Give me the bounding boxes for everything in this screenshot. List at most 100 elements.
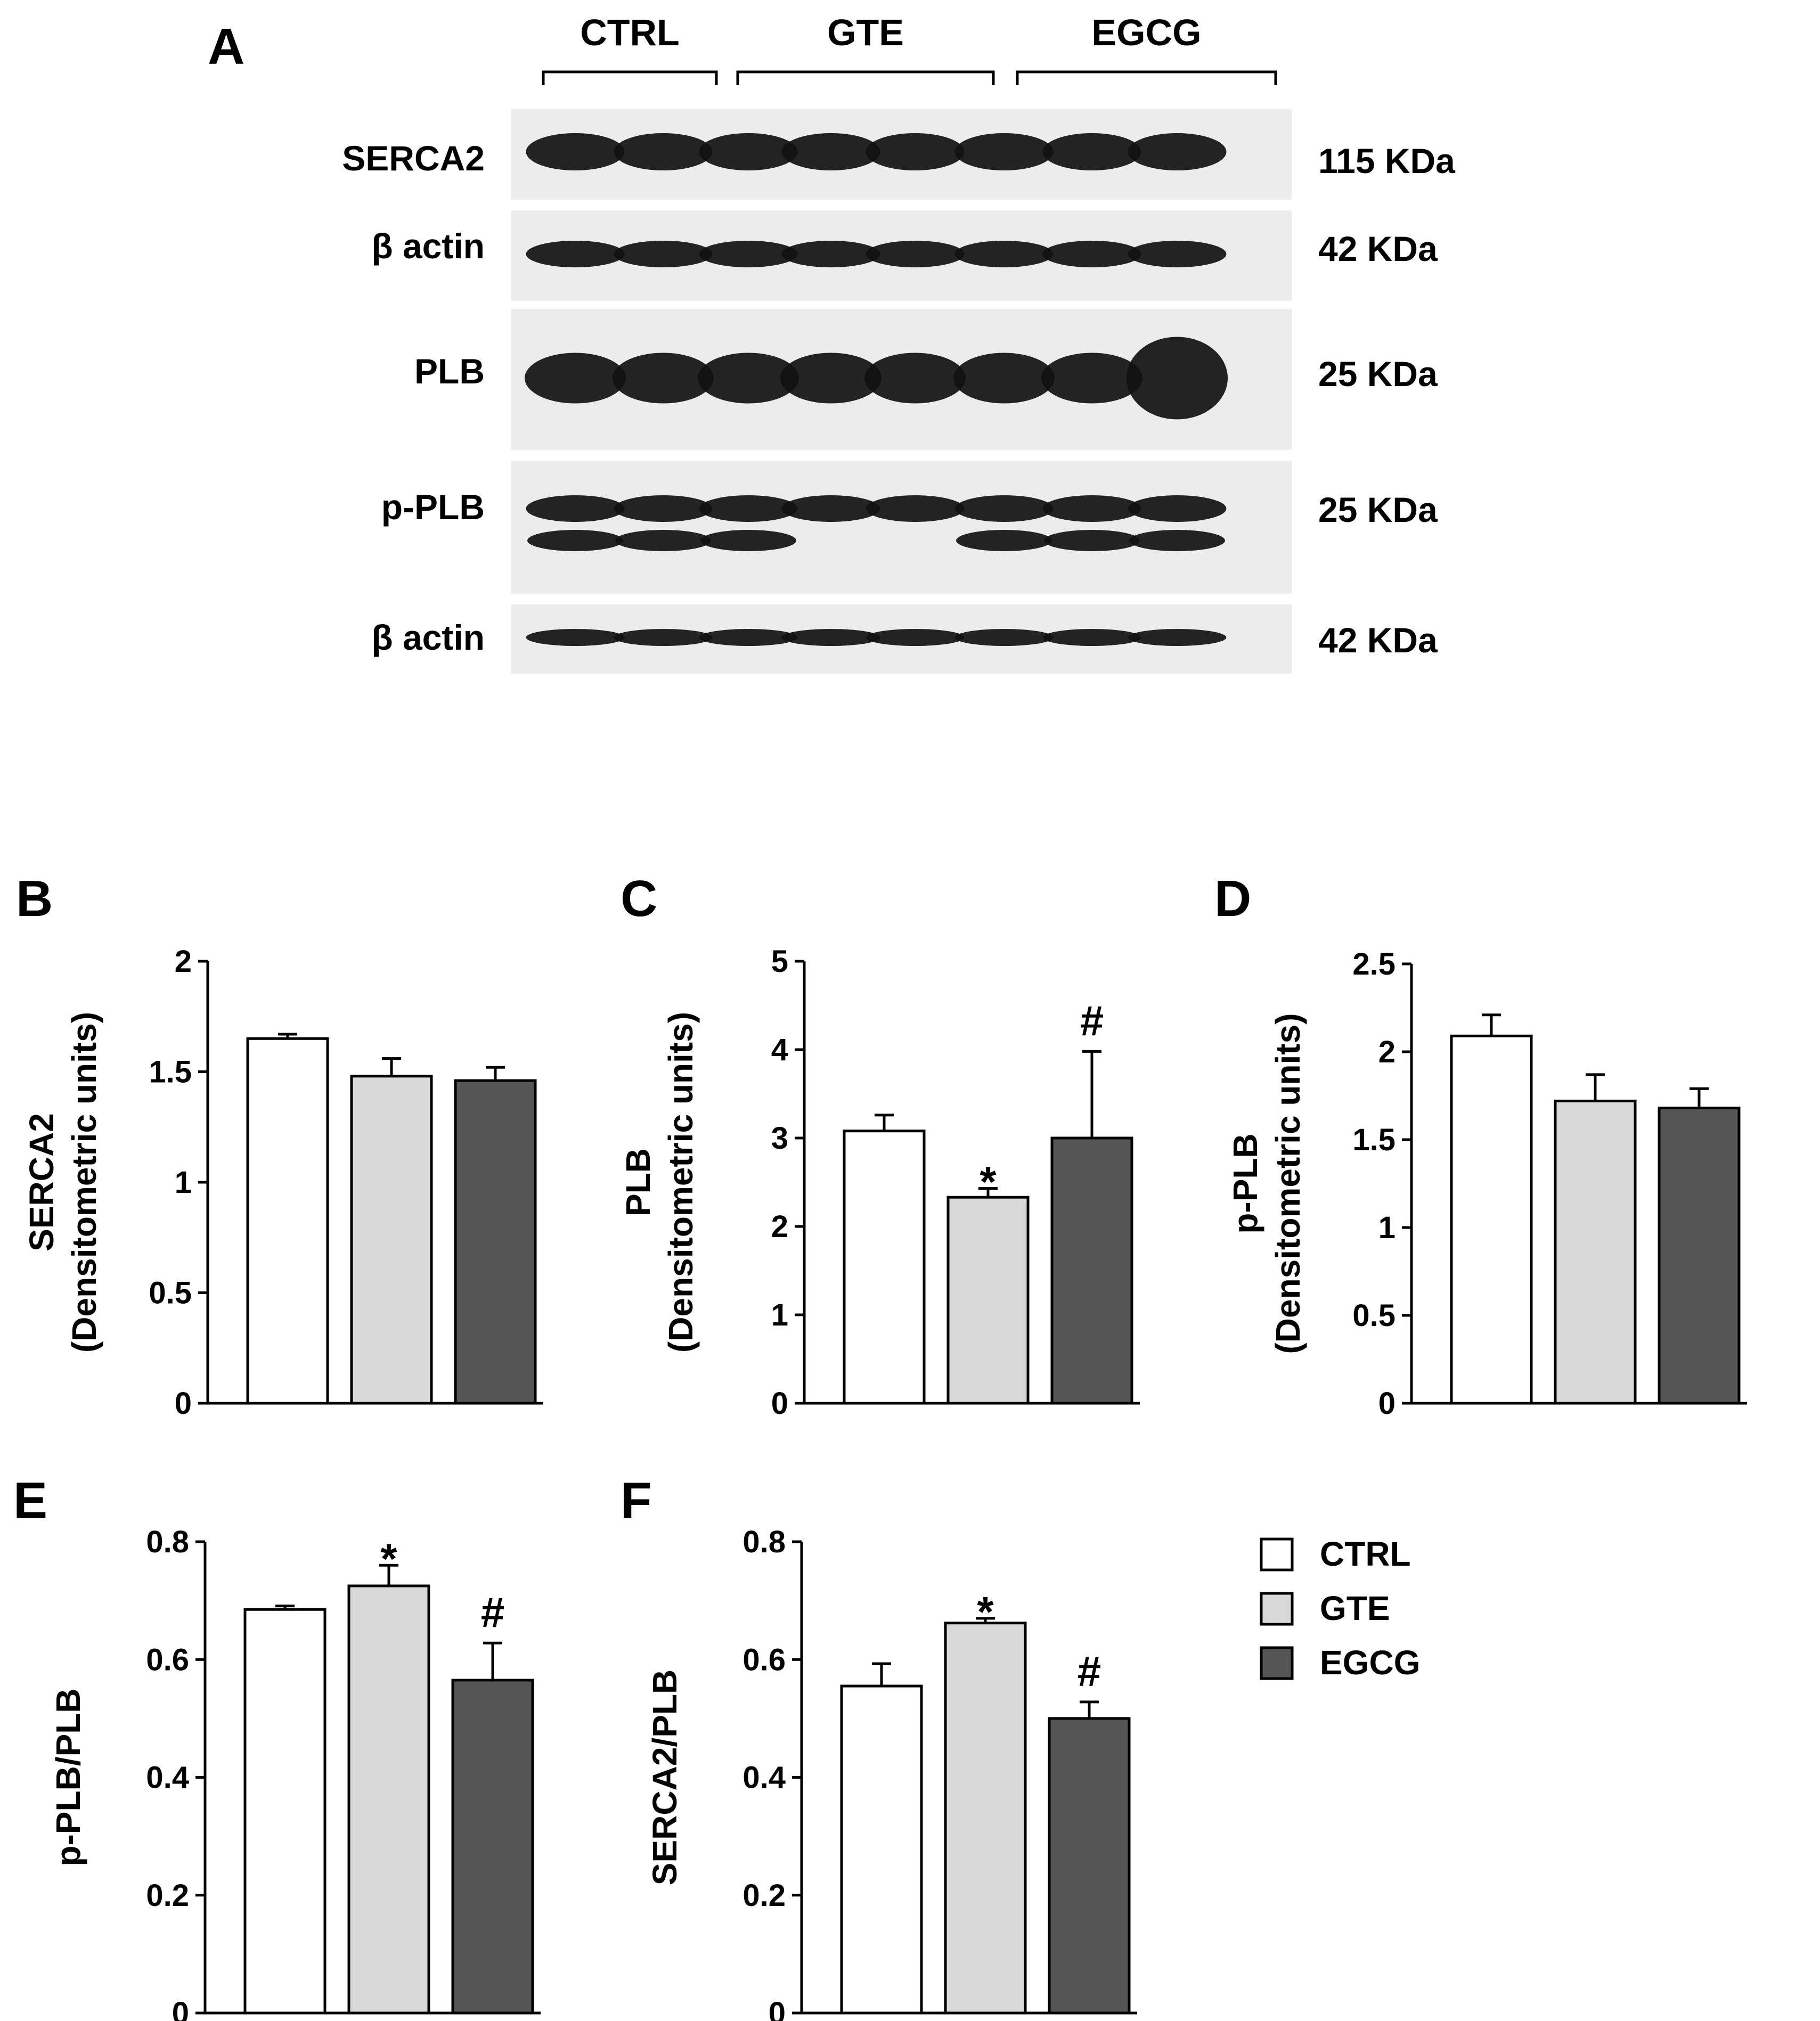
- y-tick-label: 1.5: [149, 1055, 192, 1090]
- blot-band: [866, 495, 965, 522]
- y-tick-label: 0.5: [149, 1276, 192, 1311]
- group-bracket-ctrl: [542, 70, 718, 85]
- y-tick-label: 0.6: [742, 1642, 786, 1677]
- bar-gte: [946, 1196, 1030, 1405]
- chart-panel-f: F 0 0.2 0.4 0.6 0.8 SERCA2/PLB * #: [621, 1472, 1137, 2021]
- blot-band: [526, 133, 625, 170]
- blot-band: [614, 629, 713, 646]
- blot-row-label: PLB: [414, 351, 485, 391]
- blot-molecular-weight: 25 KDa: [1318, 490, 1438, 529]
- blot-band: [1042, 241, 1141, 267]
- significance-mark: *: [380, 1535, 397, 1582]
- panel-letter-f: F: [621, 1472, 652, 1529]
- blot-molecular-weight: 25 KDa: [1318, 354, 1438, 394]
- blot-band: [526, 241, 625, 267]
- bar-ctrl: [843, 1130, 926, 1405]
- blot-row-3: p-PLB 25 KDa: [381, 461, 1438, 594]
- blot-row-4: β actin 42 KDa: [371, 604, 1438, 674]
- blot-band: [614, 495, 713, 522]
- blot-molecular-weight: 42 KDa: [1318, 229, 1438, 268]
- blot-row-2: PLB 25 KDa: [414, 309, 1438, 450]
- blot-band: [700, 530, 796, 551]
- y-axis-title: SERCA2/PLB: [646, 1670, 684, 1885]
- western-blot-panel: A CTRL GTE EGCG SERCA2 115 KDa β actin 42 KDa P…: [208, 12, 1456, 674]
- legend: CTRL GTE EGCG: [1260, 1535, 1420, 1682]
- y-tick-label: 0: [1378, 1386, 1395, 1421]
- bar-egcg: [1050, 1136, 1133, 1405]
- legend-swatch-egcg: [1260, 1646, 1294, 1680]
- bar-gte: [347, 1584, 430, 2015]
- y-tick-label: 5: [771, 944, 788, 979]
- y-tick-label: 4: [771, 1033, 788, 1067]
- blot-band: [614, 133, 713, 170]
- blot-band: [526, 495, 625, 522]
- bar-ctrl: [243, 1608, 327, 2015]
- y-tick-label: 0.8: [146, 1525, 189, 1559]
- y-tick-label: 3: [771, 1121, 788, 1156]
- blot-band: [781, 241, 880, 267]
- blot-band: [954, 133, 1054, 170]
- significance-mark: #: [481, 1589, 505, 1636]
- group-bracket-gte: [736, 70, 995, 85]
- blot-band: [1044, 530, 1140, 551]
- panel-letter-c: C: [621, 870, 657, 927]
- blot-band: [615, 530, 711, 551]
- blot-row-label: p-PLB: [381, 487, 485, 527]
- blot-band: [781, 629, 880, 646]
- y-axis-title: PLB: [619, 1148, 657, 1216]
- blot-row-label: β actin: [371, 618, 485, 657]
- bar-egcg: [1048, 1717, 1131, 2015]
- group-label-egcg: EGCG: [1091, 12, 1201, 53]
- blot-band: [866, 629, 965, 646]
- blot-band: [1128, 629, 1227, 646]
- panel-letter-e: E: [13, 1472, 47, 1529]
- blot-row-1: β actin 42 KDa: [371, 210, 1438, 301]
- panel-letter-d: D: [1214, 870, 1251, 927]
- group-bracket-egcg: [1016, 70, 1277, 85]
- y-axis-title: (Densitometric units): [662, 1012, 700, 1353]
- bar-egcg: [1658, 1107, 1741, 1405]
- y-tick-label: 1: [1378, 1210, 1395, 1245]
- panel-letter-b: B: [16, 870, 53, 927]
- blot-band: [1042, 629, 1141, 646]
- blot-band: [954, 629, 1054, 646]
- y-tick-label: 0: [771, 1386, 788, 1421]
- blot-row-0: SERCA2 115 KDa: [342, 109, 1456, 200]
- legend-label-egcg: EGCG: [1320, 1643, 1420, 1682]
- y-axis-title: p-PLB: [1226, 1133, 1264, 1233]
- y-tick-label: 0.8: [742, 1525, 786, 1559]
- y-tick-label: 0: [175, 1386, 192, 1421]
- blot-band: [525, 353, 626, 404]
- y-tick-label: 2: [771, 1209, 788, 1244]
- blot-band: [864, 353, 966, 404]
- y-axis-title: (Densitometric units): [65, 1012, 103, 1353]
- blot-band: [956, 530, 1052, 551]
- bar-gte: [1554, 1099, 1637, 1405]
- group-label-ctrl: CTRL: [580, 12, 680, 53]
- blot-band: [953, 353, 1055, 404]
- blot-band: [613, 353, 714, 404]
- blot-band: [1042, 133, 1141, 170]
- blot-row-label: SERCA2: [342, 138, 485, 178]
- blot-row-label: β actin: [371, 226, 485, 266]
- y-axis-title: SERCA2: [22, 1113, 61, 1251]
- blot-band: [698, 353, 799, 404]
- blot-band: [699, 629, 798, 646]
- blot-band: [526, 629, 625, 646]
- y-tick-label: 0.6: [146, 1642, 189, 1677]
- bar-egcg: [454, 1079, 537, 1405]
- blot-band: [954, 241, 1054, 267]
- blot-band: [954, 495, 1054, 522]
- bar-egcg: [451, 1679, 534, 2015]
- y-tick-label: 0: [769, 1996, 786, 2021]
- y-tick-label: 0.5: [1352, 1298, 1395, 1333]
- blot-molecular-weight: 42 KDa: [1318, 620, 1438, 660]
- blot-band: [866, 241, 965, 267]
- blot-band: [527, 530, 623, 551]
- bar-gte: [944, 1622, 1027, 2015]
- significance-mark: *: [977, 1588, 994, 1635]
- y-axis-title: (Densitometric units): [1269, 1013, 1307, 1354]
- y-tick-label: 0.2: [146, 1878, 189, 1913]
- blot-membrane: [511, 461, 1292, 594]
